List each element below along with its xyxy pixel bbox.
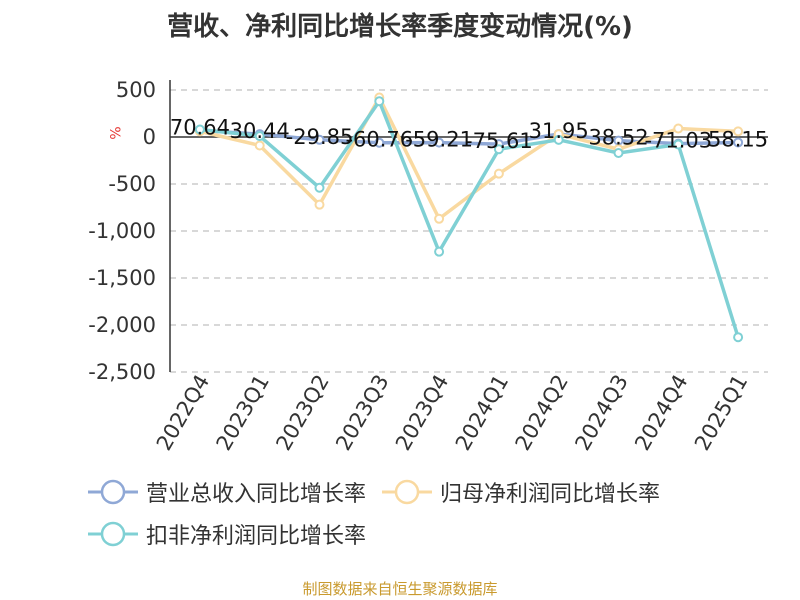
data-label: -59.21: [405, 128, 473, 152]
data-point[interactable]: [553, 134, 564, 145]
series-line-0: [199, 128, 739, 146]
data-label: -60.76: [345, 128, 413, 152]
source-note: 制图数据来自恒生聚源数据库: [302, 580, 498, 598]
series-line-1: [199, 95, 739, 221]
y-tick-label: -500: [108, 172, 156, 196]
data-point[interactable]: [673, 123, 684, 134]
data-point[interactable]: [733, 332, 744, 343]
data-point[interactable]: [434, 137, 445, 148]
legend-label: 营业总收入同比增长率: [146, 482, 367, 507]
data-point[interactable]: [434, 246, 445, 257]
chart-title: 营收、净利同比增长率季度变动情况(%): [167, 12, 633, 42]
legend: 营业总收入同比增长率 归母净利润同比增长率扣非净利润同比增长率: [88, 476, 778, 560]
y-tick-label: 500: [116, 78, 156, 102]
y-tick-label: -1,000: [88, 219, 156, 243]
legend-item[interactable]: 扣非净利润同比增长率: [88, 518, 366, 550]
data-point[interactable]: [314, 134, 325, 145]
data-label: 30.44: [230, 119, 290, 143]
y-tick-label: -2,000: [88, 313, 156, 337]
data-point[interactable]: [733, 126, 744, 137]
legend-swatch: [382, 479, 433, 505]
data-point[interactable]: [254, 140, 265, 151]
data-point[interactable]: [493, 144, 504, 155]
data-label: 70.64: [170, 115, 230, 139]
x-tick-label: 2023Q2: [271, 371, 333, 455]
data-point[interactable]: [613, 147, 624, 158]
data-label: -75.61: [465, 129, 533, 153]
data-label: 58.15: [708, 127, 768, 151]
data-label: -29.85: [286, 125, 354, 149]
data-point[interactable]: [314, 182, 325, 193]
data-point[interactable]: [733, 137, 744, 148]
y-axis-label: %: [106, 126, 122, 139]
data-label: -71.03: [644, 129, 712, 153]
legend-item[interactable]: 营业总收入同比增长率: [88, 476, 366, 508]
legend-label: 扣非净利润同比增长率: [146, 524, 367, 549]
y-tick-label: 0: [143, 125, 156, 149]
legend-label: 归母净利润同比增长率: [440, 482, 661, 507]
data-label: 38.52: [588, 126, 648, 150]
x-tick-label: 2024Q2: [511, 371, 573, 455]
data-point[interactable]: [374, 96, 385, 107]
x-tick-label: 2023Q1: [212, 371, 274, 455]
legend-item[interactable]: 归母净利润同比增长率: [382, 476, 660, 508]
x-tick-label: 2023Q4: [391, 371, 453, 455]
data-point[interactable]: [314, 199, 325, 210]
legend-swatch: [88, 479, 138, 505]
series-line-2: [199, 99, 740, 338]
legend-swatch: [88, 521, 138, 547]
y-tick-label: -2,500: [88, 360, 156, 384]
y-tick-label: -1,500: [88, 266, 156, 290]
x-tick-label: 2024Q4: [630, 371, 692, 455]
x-tick-label: 2024Q3: [570, 371, 632, 455]
data-point[interactable]: [493, 168, 504, 179]
x-tick-label: 2025Q1: [690, 371, 752, 455]
x-tick-label: 2023Q3: [331, 371, 393, 455]
x-tick-label: 2022Q4: [152, 371, 214, 455]
data-point[interactable]: [194, 124, 205, 135]
x-tick-label: 2024Q1: [451, 371, 513, 455]
line-chart: 5000-500-1,000-1,500-2,000-2,500%2022Q42…: [88, 78, 768, 455]
data-point[interactable]: [434, 213, 445, 224]
data-point[interactable]: [254, 131, 265, 142]
data-point[interactable]: [673, 139, 684, 150]
data-label: 31.95: [529, 119, 589, 143]
data-point[interactable]: [374, 137, 385, 148]
